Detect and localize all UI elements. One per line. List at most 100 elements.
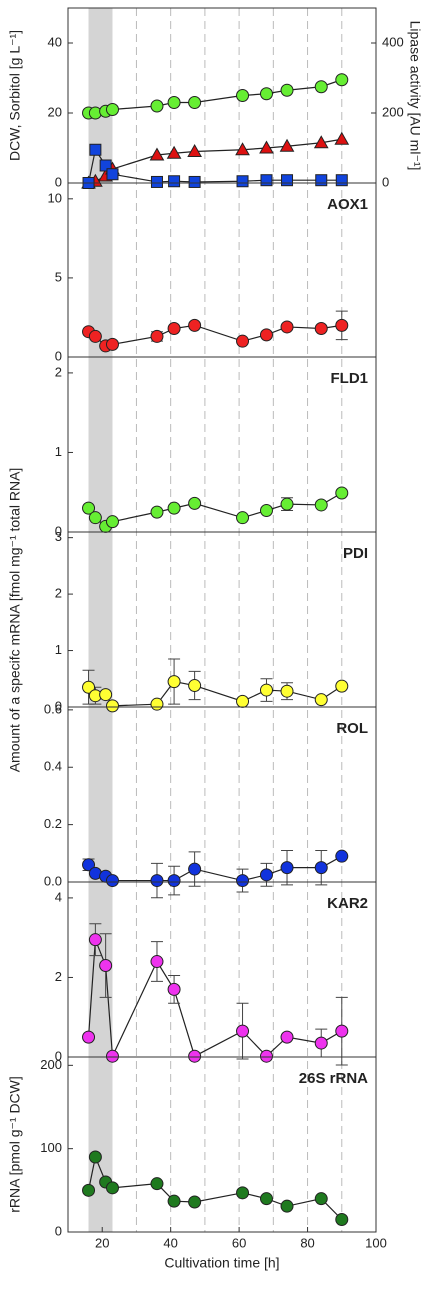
marker [236,694,250,708]
y-tick-label: 0 [55,523,62,538]
marker [150,505,164,519]
y-tick-label: 0 [55,348,62,363]
marker [314,1036,328,1050]
marker [88,329,102,343]
marker [259,1192,273,1206]
marker [315,174,328,187]
marker [335,174,348,187]
marker [314,498,328,512]
marker [167,1194,181,1208]
marker [150,329,164,343]
marker [167,322,181,336]
marker [188,496,202,510]
marker [281,174,294,187]
marker [259,140,274,154]
marker [167,501,181,515]
marker [105,103,119,116]
marker [150,175,163,188]
marker [150,955,164,969]
y-tick-label: 200 [40,1057,62,1072]
series-line [87,1154,343,1220]
marker [82,680,96,694]
marker [236,175,249,188]
marker [279,138,295,152]
panel-label: KAR2 [327,895,368,912]
marker [335,73,349,87]
y-tick-label: 2 [55,969,62,984]
marker [82,858,96,872]
y-tick-label: 1 [55,444,62,459]
marker [188,1195,202,1209]
marker [280,83,294,97]
y-tick-label: 1 [55,642,62,657]
marker [335,486,349,500]
panel-label: PDI [343,545,368,562]
marker [188,175,201,188]
marker [99,959,113,973]
series-line [87,939,343,1059]
y-tick-label: 10 [48,190,62,205]
marker [280,861,294,875]
marker [150,99,164,113]
y2-tick-label: 400 [382,34,404,49]
marker [149,147,165,161]
y-tick-label: 0 [55,1223,62,1238]
marker [105,699,119,713]
plot-frame [67,706,377,883]
marker [89,143,102,156]
y-tick-label: 2 [55,586,62,601]
marker [259,683,273,697]
marker [236,511,250,525]
marker [260,174,273,187]
y2-tick-label: 0 [382,174,389,189]
marker [99,688,113,702]
marker [150,1177,164,1191]
marker [150,697,164,711]
marker [167,96,181,109]
marker [188,318,202,332]
y2-axis-label: Lipase activity [AU ml⁻¹] [407,21,423,171]
marker [334,131,350,145]
marker [236,89,250,102]
marker [82,1183,96,1197]
y-tick-label: 0.4 [44,759,62,774]
marker [314,1192,328,1206]
marker [280,497,294,511]
panel-label: FLD1 [331,370,369,387]
marker [259,1049,273,1063]
marker [99,159,112,172]
y-tick-label: 4 [55,889,62,904]
marker [235,142,250,156]
x-tick-label: 100 [365,1235,387,1250]
x-tick-label: 60 [232,1235,246,1250]
y-tick-label: 5 [55,269,62,284]
marker [82,1030,96,1044]
y-tick-label: 0 [55,698,62,713]
marker [335,318,349,332]
panel-label: 26S rRNA [299,1070,368,1087]
marker [105,1181,119,1195]
shaded-band [88,8,113,1232]
marker [236,1186,250,1200]
marker [259,328,273,342]
series-line [88,79,342,114]
marker [88,933,102,947]
x-axis-label: Cultivation time [h] [164,1255,279,1271]
marker [167,675,181,689]
marker [188,96,202,109]
marker [105,874,119,888]
marker [259,504,273,518]
marker [236,334,250,348]
y-tick-label: 3 [55,529,62,544]
plot-frame [67,1056,377,1233]
marker [314,693,328,707]
marker [150,874,164,888]
series-line [88,855,343,882]
marker [167,874,181,888]
y-tick-label: 0.6 [44,701,62,716]
marker [236,874,250,888]
marker [188,1049,202,1063]
marker [335,679,349,693]
marker [188,862,202,876]
marker [314,322,328,336]
